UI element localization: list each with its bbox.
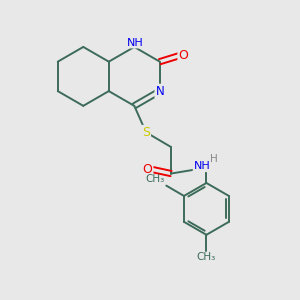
Text: CH₃: CH₃ bbox=[197, 253, 216, 262]
Text: NH: NH bbox=[128, 38, 144, 47]
Text: N: N bbox=[155, 85, 164, 98]
Text: NH: NH bbox=[194, 161, 210, 171]
Text: H: H bbox=[210, 154, 218, 164]
Text: S: S bbox=[142, 126, 150, 139]
Text: O: O bbox=[178, 49, 188, 62]
Text: CH₃: CH₃ bbox=[146, 174, 165, 184]
Text: O: O bbox=[142, 163, 152, 176]
